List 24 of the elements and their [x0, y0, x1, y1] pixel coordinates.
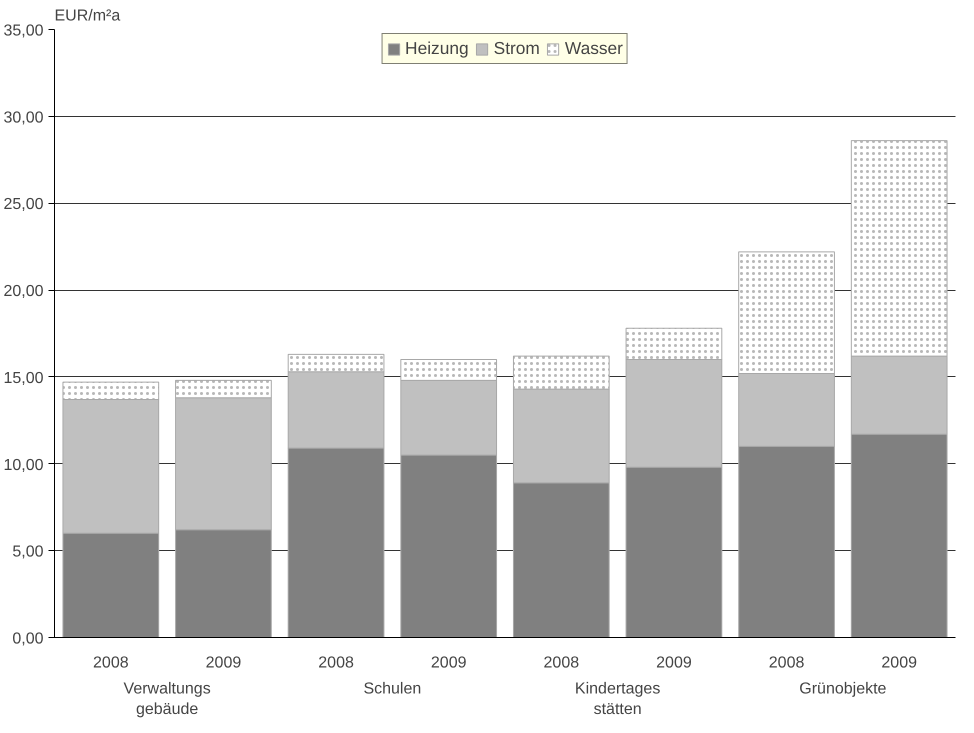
- y-tick-label: 20,00: [3, 283, 44, 300]
- x-tick-label: 2008: [768, 654, 804, 672]
- y-axis-title: EUR/m²a: [54, 8, 120, 24]
- text: Verwaltungs gebäude: [124, 680, 211, 718]
- x-tick-label: 2008: [93, 654, 129, 672]
- x-tick-label: 2009: [656, 654, 692, 672]
- y-tick-label: 15,00: [3, 370, 44, 387]
- y-tick-label: 0,00: [12, 630, 44, 648]
- text: Schulen: [363, 680, 422, 698]
- y-tick-label: 30,00: [3, 109, 44, 126]
- x-tick-label: 2008: [544, 654, 580, 672]
- x-tick-label: 2009: [430, 654, 467, 672]
- y-tick-label: 5,00: [12, 544, 44, 561]
- legend-label: Wasser: [564, 38, 623, 59]
- text: Grünobjekte: [799, 680, 887, 698]
- text: Kindertages stätten: [574, 680, 660, 718]
- x-tick-label: 2009: [881, 654, 918, 672]
- legend-label: Strom: [494, 38, 540, 59]
- y-tick-label: 35,00: [3, 22, 44, 40]
- y-tick-label: 25,00: [3, 196, 44, 214]
- legend-label: Heizung: [405, 38, 469, 59]
- y-tick-label: 10,00: [3, 456, 44, 474]
- x-tick-label: 2008: [318, 654, 354, 672]
- x-tick-label: 2009: [206, 654, 242, 672]
